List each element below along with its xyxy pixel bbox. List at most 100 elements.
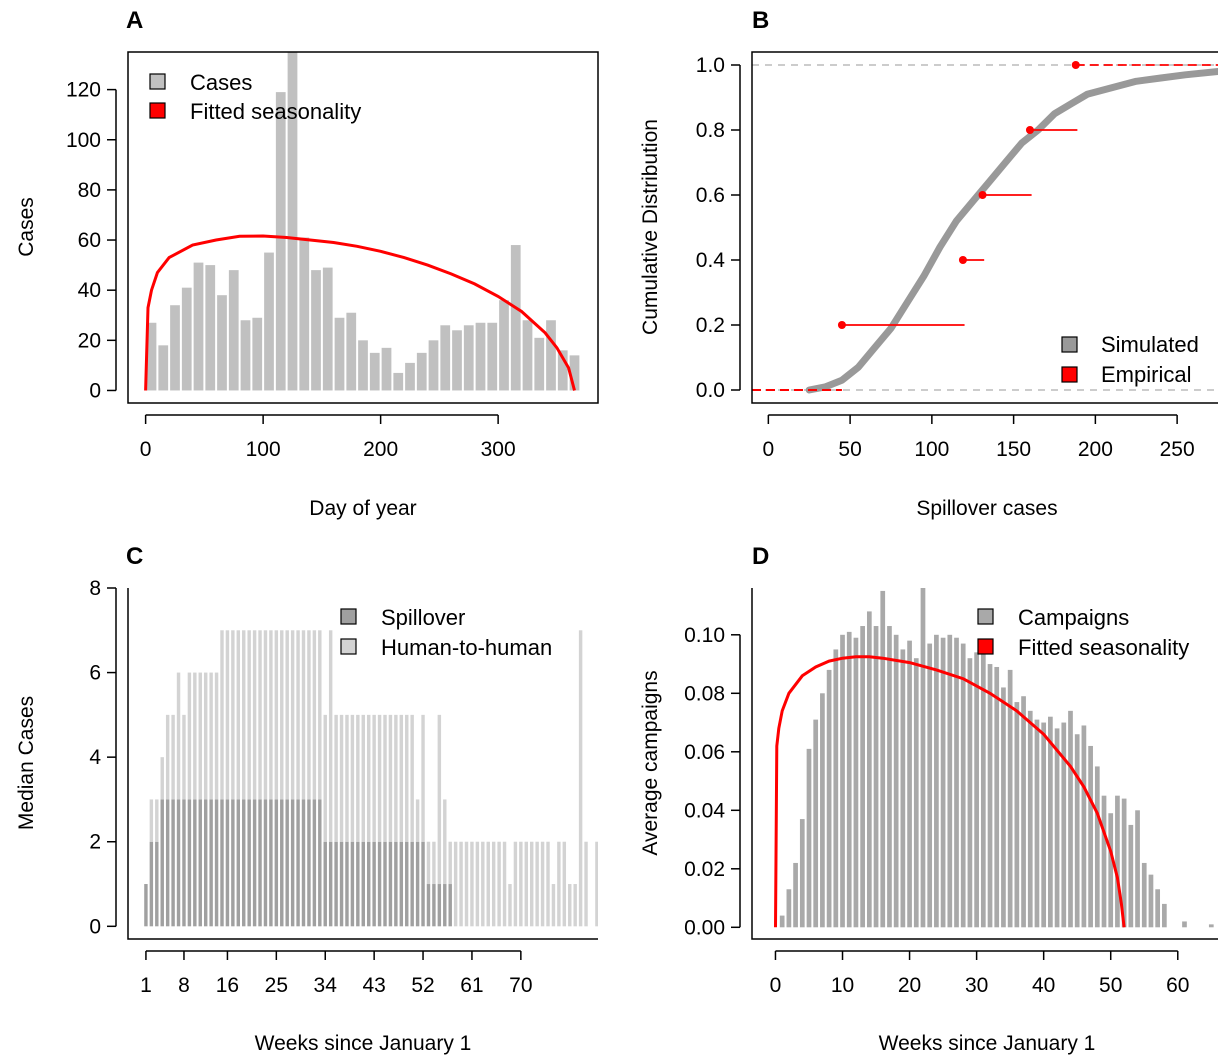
line-fitted-seasonality [144,234,576,391]
panel-b-y-axis: 0.0 0.2 0.4 0.6 0.8 1.0 [696,54,741,402]
bar-human-to-human [323,714,327,842]
bar-cases [487,322,498,391]
bar-campaigns [907,640,912,928]
bar-spillover [301,799,306,927]
legend-label-campaigns: Campaigns [1018,605,1129,630]
bar-campaigns [900,649,906,928]
panel-d-x-tick-label: 10 [831,974,854,997]
panel-d-legend: Campaigns Fitted seasonality [977,605,1189,660]
bar-campaigns [1027,710,1033,928]
panel-b-x-tick-label: 200 [1078,438,1113,461]
panel-c-x-tick-label: 70 [509,974,532,997]
bar-spillover [345,841,349,927]
bar-human-to-human [448,841,452,885]
bar-human-to-human [160,757,164,800]
legend-label-fitted-seasonality-d: Fitted seasonality [1018,635,1189,660]
panel-a-y-tick-label: 0 [89,379,101,402]
panel-b-y-tick-label: 0.0 [696,379,725,402]
panel-a-y-tick-label: 20 [78,329,101,352]
panel-d: D 0 10 20 30 40 50 60 0.00 0.02 0.04 0.06 0.08 0.10… [639,543,1218,1055]
bar-spillover [443,884,447,927]
bar-cases [452,330,462,391]
panel-b-label: B [752,7,769,34]
bar-spillover [258,799,262,927]
bar-spillover [366,841,371,927]
bar-human-to-human [339,714,344,842]
panel-c-x-tick-label: 1 [140,974,152,997]
bar-cases [346,312,357,391]
bar-cases [193,262,204,391]
bar-human-to-human [524,841,528,927]
bar-spillover [149,841,154,927]
bar-human-to-human [350,714,355,842]
bar-human-to-human [562,841,567,927]
bar-campaigns [1001,687,1006,928]
panel-a: A 0 100 200 300 0 20 40 60 80 100 120 Day of year… [15,7,599,520]
bar-campaigns [974,652,979,928]
bar-campaigns [967,658,973,928]
bar-human-to-human [481,841,485,927]
bar-human-to-human [318,630,322,800]
bar-human-to-human [220,630,224,800]
bar-human-to-human [535,841,539,927]
empirical-point [958,256,967,264]
bar-human-to-human [269,630,273,800]
panel-c-y-tick-label: 4 [89,746,101,769]
bar-campaigns [840,634,845,928]
bar-human-to-human [513,841,518,927]
bar-human-to-human [432,841,436,885]
bar-campaigns [1081,725,1087,928]
bar-human-to-human [149,799,154,842]
panel-b-x-tick-label: 100 [914,438,949,461]
bar-campaigns [1162,903,1167,928]
legend-label-spillover: Spillover [381,605,465,630]
bar-cases [522,320,533,391]
bar-cases [369,352,380,391]
panel-d-axis-lines [751,588,1218,940]
bar-human-to-human [258,630,262,800]
bar-cases [358,340,368,391]
panel-c-label: C [126,543,143,570]
bar-cases [569,355,580,391]
bar-campaigns [873,626,879,928]
panel-d-y-tick-label: 0.10 [684,624,725,647]
bar-spillover [356,841,360,927]
bar-spillover [274,799,279,927]
bar-human-to-human [334,714,338,842]
bar-spillover [214,799,219,927]
bar-human-to-human [399,714,404,842]
bar-human-to-human [328,630,333,842]
bar-spillover [269,799,273,927]
bar-human-to-human [568,884,572,927]
bar-human-to-human [377,714,382,842]
bar-spillover [203,799,208,927]
bar-spillover [296,799,300,927]
panel-b-x-title: Spillover cases [916,497,1057,520]
bar-spillover [323,841,327,927]
bar-spillover [339,841,344,927]
bar-human-to-human [437,714,442,885]
bar-human-to-human [231,630,235,800]
panel-c-y-tick-label: 0 [89,915,101,938]
panel-b-y-tick-label: 0.6 [696,184,725,207]
panel-b-simulated [805,68,1218,394]
bar-human-to-human [426,841,431,885]
bar-cases [534,337,545,391]
panel-d-x-tick-label: 20 [898,974,921,997]
bar-campaigns [887,626,892,928]
panel-c-x-tick-label: 8 [178,974,190,997]
legend-label-human-to-human: Human-to-human [381,635,552,660]
bar-campaigns [1074,734,1080,928]
bar-human-to-human [464,841,469,927]
bar-campaigns [1068,710,1073,928]
bar-campaigns [913,658,919,928]
bar-spillover [187,799,192,927]
bar-campaigns [860,626,865,928]
bar-spillover [160,799,164,927]
bar-campaigns [786,889,792,928]
bar-cases [546,320,556,391]
bar-campaigns [940,637,946,928]
legend-swatch-empirical [1061,366,1078,383]
panel-c-axis-lines [127,588,598,940]
bar-spillover [290,799,295,927]
